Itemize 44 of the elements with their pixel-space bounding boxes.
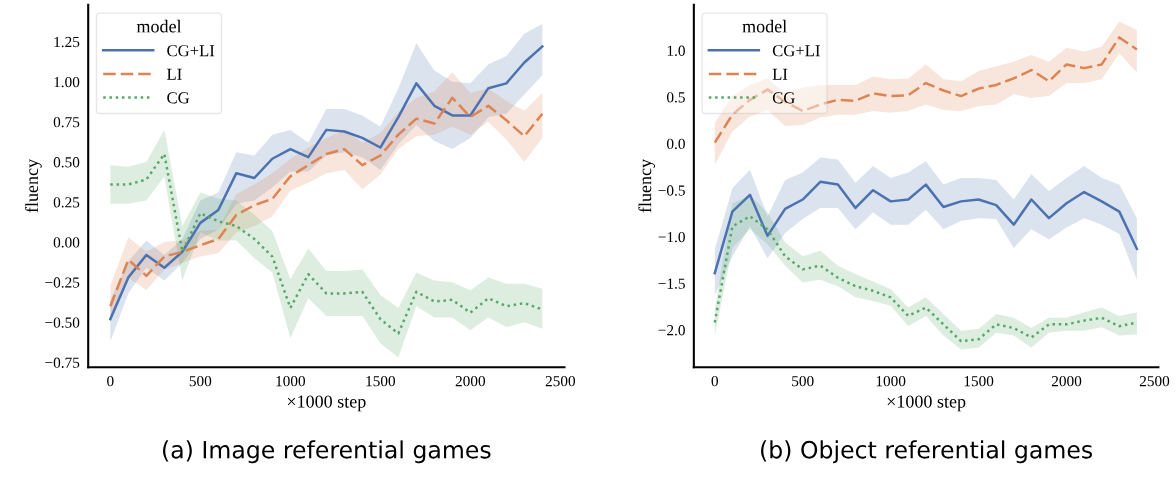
y-tick-label: −0.75: [45, 357, 80, 368]
x-tick-label: 1500: [366, 375, 396, 387]
x-tick-label: 2000: [455, 375, 486, 387]
y-tick-label: 1.00: [54, 76, 80, 88]
text: (b) Object referential games: [761, 440, 1093, 464]
y-tick-label: 0.5: [666, 92, 685, 103]
y-tick-label: −1.0: [658, 231, 685, 243]
legend-label: LI: [167, 68, 182, 80]
legend-label: CG+LI: [167, 45, 215, 57]
y-tick-label: −0.5: [658, 185, 685, 196]
y-tick-label: 0.50: [53, 157, 80, 168]
y-tick-label: 0.25: [53, 197, 80, 208]
legend-label: CG: [772, 92, 795, 104]
line-series: [713, 180, 1139, 275]
x-tick-label: 1000: [276, 375, 306, 387]
y-tick-label: −1.5: [658, 278, 685, 289]
legend-label: LI: [772, 68, 788, 80]
x-tick-label: 500: [792, 375, 814, 387]
x-tick-label: 500: [189, 375, 212, 387]
legend-label: CG: [167, 92, 190, 104]
x-tick-label: 1000: [876, 375, 906, 387]
y-tick-label: 1.25: [54, 36, 80, 48]
legend-title: model: [136, 19, 182, 33]
y-tick-label: 1.0: [667, 45, 685, 56]
y-axis-title: fluency: [25, 159, 42, 213]
x-tick-label: 1500: [964, 375, 994, 387]
x-axis-title: ×1000 step: [287, 395, 366, 412]
text: (a) Image referential games: [163, 440, 491, 464]
x-tick-label: 2500: [545, 375, 576, 387]
legend-label: CG+LI: [772, 45, 820, 57]
x-axis-title: ×1000 step: [887, 395, 966, 412]
y-tick-label: 0.00: [53, 237, 80, 248]
y-tick-label: −0.50: [45, 317, 80, 328]
y-tick-label: −0.25: [45, 277, 80, 288]
line-series: [713, 36, 1139, 144]
y-tick-label: 0.0: [666, 138, 685, 150]
x-tick-label: 0: [107, 375, 114, 387]
legend-title: model: [742, 19, 787, 33]
x-tick-label: 0: [711, 375, 719, 387]
x-tick-label: 2500: [1139, 375, 1170, 387]
y-tick-label: −2.0: [658, 325, 685, 336]
y-tick-label: 0.75: [53, 117, 80, 128]
x-tick-label: 2000: [1051, 375, 1082, 387]
y-axis-title: fluency: [638, 159, 656, 213]
